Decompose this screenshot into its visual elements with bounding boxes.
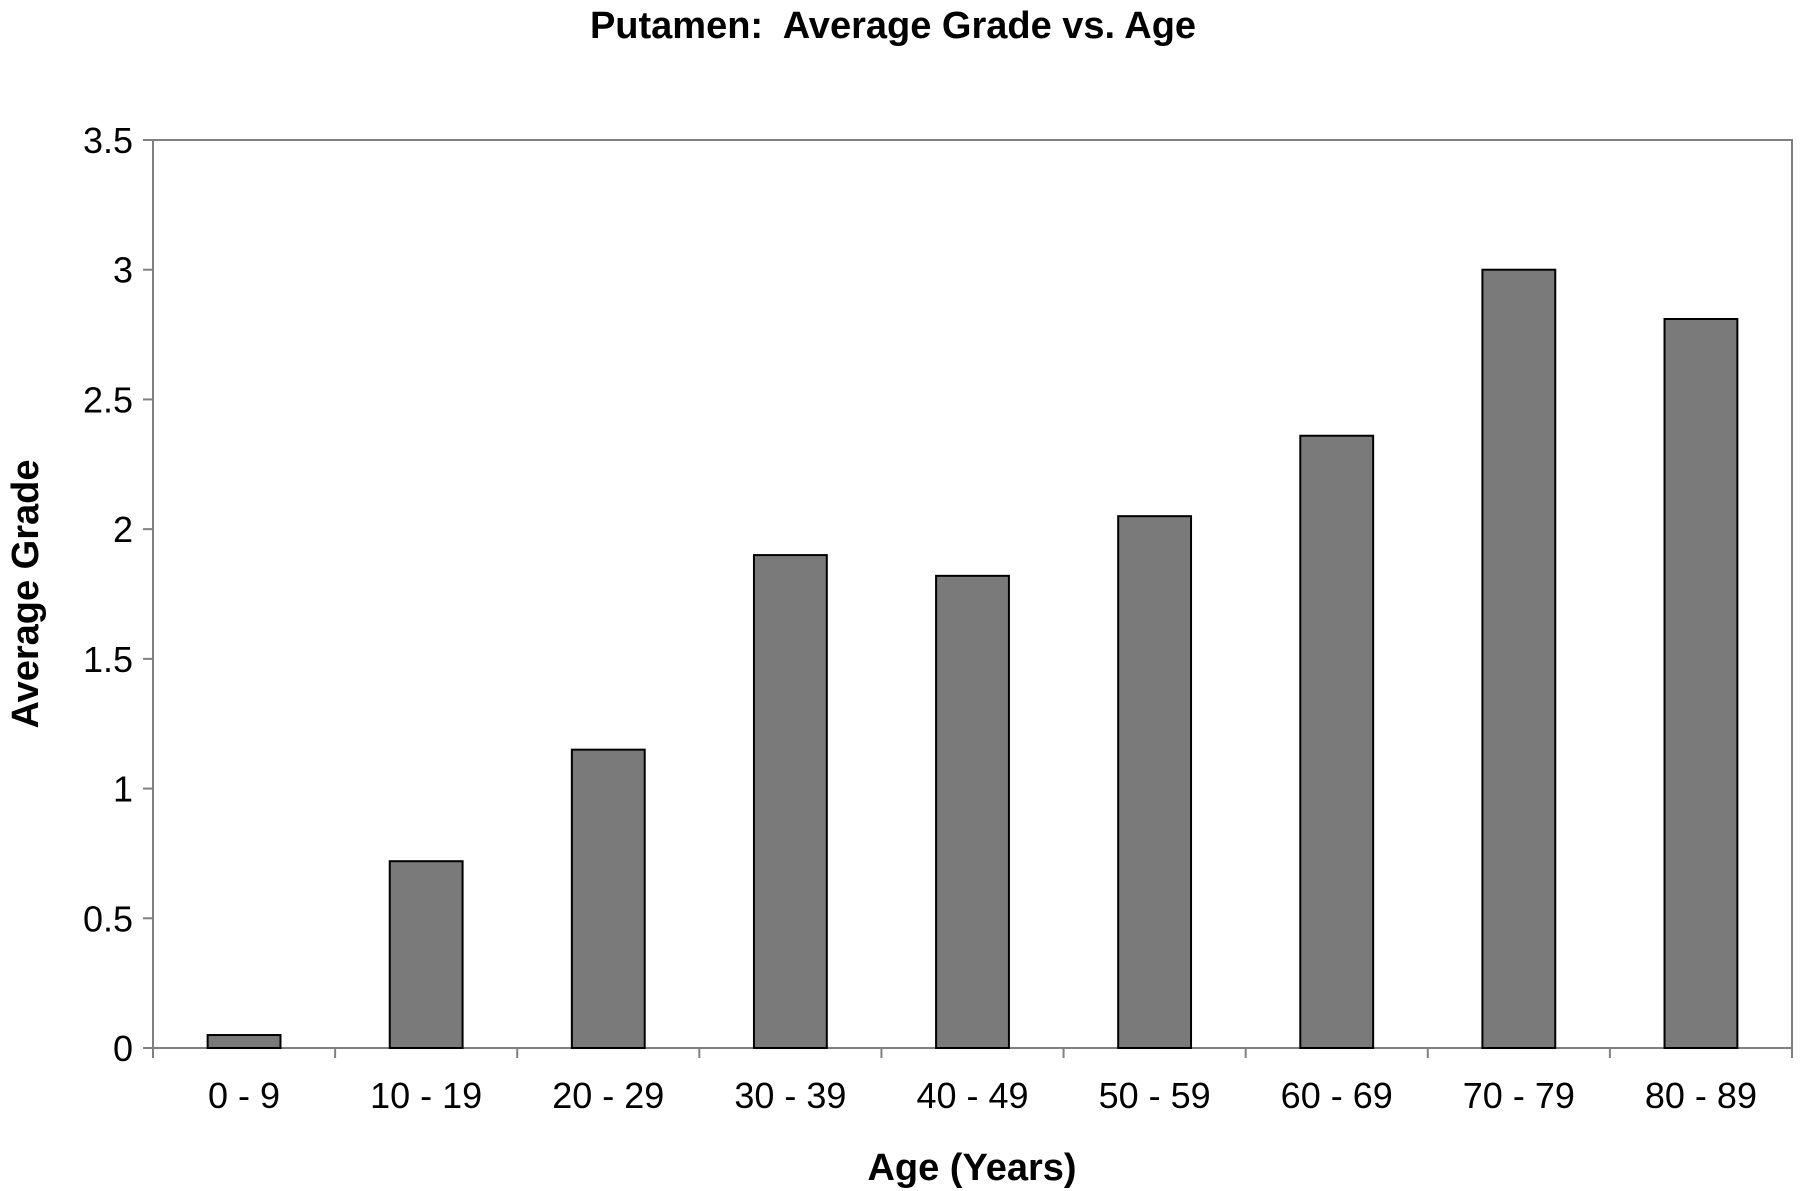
y-tick-label: 2 bbox=[113, 509, 133, 550]
x-axis-label: Age (Years) bbox=[867, 1147, 1076, 1189]
y-tick-label: 0 bbox=[113, 1028, 133, 1069]
bar-60-69 bbox=[1299, 434, 1375, 1049]
y-tick-label: 1 bbox=[113, 769, 133, 810]
bar-70-79 bbox=[1481, 268, 1557, 1049]
bar-30-39 bbox=[752, 554, 828, 1049]
bar-80-89 bbox=[1663, 318, 1739, 1049]
bar-20-29 bbox=[570, 748, 646, 1050]
x-tick-label: 20 - 29 bbox=[552, 1075, 664, 1116]
bar-50-59 bbox=[1117, 515, 1193, 1049]
x-tick-label: 70 - 79 bbox=[1463, 1075, 1575, 1116]
y-axis-label: Average Grade bbox=[5, 460, 47, 729]
x-tick-label: 10 - 19 bbox=[370, 1075, 482, 1116]
bar-40-49 bbox=[935, 574, 1010, 1050]
x-tick-label: 40 - 49 bbox=[916, 1075, 1028, 1116]
y-tick-label: 3.5 bbox=[83, 120, 133, 161]
y-tick-label: 3 bbox=[113, 250, 133, 291]
y-axis: 0 0.5 1 1.5 2 2.5 3 3.5 bbox=[83, 120, 153, 1069]
y-tick-label: 2.5 bbox=[83, 379, 133, 420]
x-tick-label: 0 - 9 bbox=[208, 1075, 280, 1116]
y-tick-label: 1.5 bbox=[83, 639, 133, 680]
x-axis: 0 - 9 10 - 19 20 - 29 30 - 39 40 - 49 50 - 59… bbox=[152, 1048, 1793, 1116]
bar-series bbox=[206, 268, 1739, 1050]
chart-title: Putamen: Average Grade vs. Age bbox=[590, 5, 1196, 47]
x-tick-label: 80 - 89 bbox=[1645, 1075, 1757, 1116]
bar-0-9 bbox=[206, 1034, 282, 1049]
y-tick-label: 0.5 bbox=[83, 898, 133, 939]
bar-10-19 bbox=[388, 860, 464, 1049]
x-tick-label: 60 - 69 bbox=[1281, 1075, 1393, 1116]
x-tick-label: 50 - 59 bbox=[1099, 1075, 1211, 1116]
x-tick-label: 30 - 39 bbox=[734, 1075, 846, 1116]
